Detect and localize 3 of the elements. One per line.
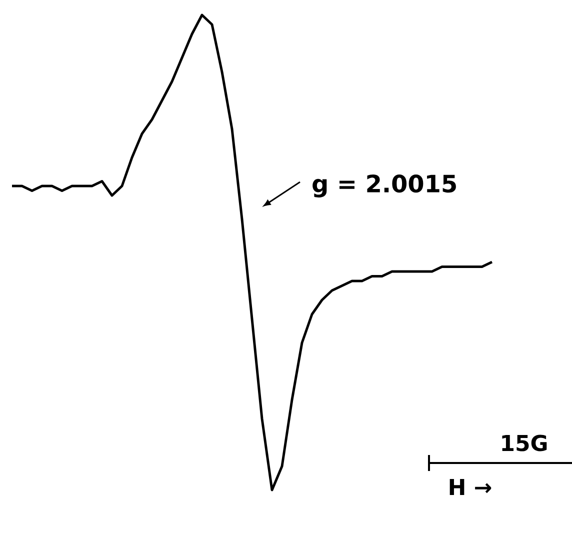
text: 15G xyxy=(502,434,547,452)
annotation: H → xyxy=(450,479,492,495)
annotation: g = 2.0015 xyxy=(312,174,456,198)
